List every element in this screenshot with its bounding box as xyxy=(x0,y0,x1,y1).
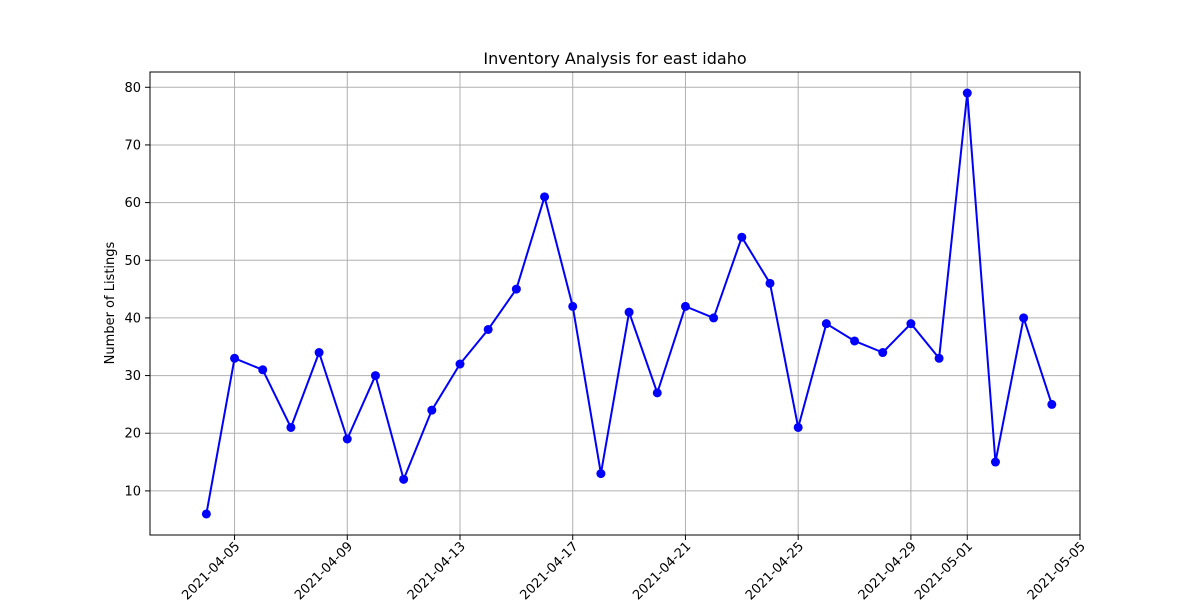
x-tick-label: 2021-04-13 xyxy=(405,539,469,600)
data-point xyxy=(258,365,268,375)
series-line xyxy=(205,92,1053,515)
data-point xyxy=(906,319,916,329)
data-series xyxy=(201,88,1057,519)
y-tick-label: 30 xyxy=(124,369,141,384)
x-tick-label: 2021-04-17 xyxy=(518,539,582,600)
data-point xyxy=(314,348,324,358)
x-tick-label: 2021-05-05 xyxy=(1025,539,1089,600)
data-point xyxy=(793,422,803,432)
data-point xyxy=(399,474,409,484)
y-tick-label: 70 xyxy=(124,138,141,153)
data-point xyxy=(483,324,493,334)
data-point xyxy=(511,284,521,294)
data-point xyxy=(540,192,550,202)
x-tick-label: 2021-05-01 xyxy=(912,539,976,600)
data-point xyxy=(934,353,944,363)
x-tick-label: 2021-04-25 xyxy=(743,539,807,600)
y-axis-title: Number of Listings xyxy=(103,241,118,364)
y-tick-label: 10 xyxy=(124,484,141,499)
data-point xyxy=(878,348,888,358)
data-point xyxy=(850,336,860,346)
x-tick-label: 2021-04-29 xyxy=(856,539,920,600)
data-point xyxy=(201,509,211,519)
data-point xyxy=(821,319,831,329)
y-tick-label: 20 xyxy=(124,427,141,442)
data-point xyxy=(680,301,690,311)
data-point xyxy=(342,434,352,444)
x-tick-label: 2021-04-05 xyxy=(179,539,243,600)
plot-frame xyxy=(149,71,1081,536)
data-point xyxy=(1019,313,1029,323)
x-tick-label: 2021-04-21 xyxy=(630,539,694,600)
data-point xyxy=(230,353,240,363)
data-point xyxy=(568,301,578,311)
data-point xyxy=(709,313,719,323)
y-tick-label: 80 xyxy=(124,81,141,96)
data-point xyxy=(962,88,972,98)
data-point xyxy=(737,232,747,242)
data-point xyxy=(990,457,1000,467)
grid-lines xyxy=(150,72,1081,535)
data-point xyxy=(1047,399,1057,409)
data-point xyxy=(652,388,662,398)
x-tick-label: 2021-04-09 xyxy=(292,539,356,600)
y-tick-label: 60 xyxy=(124,196,141,211)
data-point xyxy=(286,422,296,432)
data-point xyxy=(765,278,775,288)
data-point xyxy=(455,359,465,369)
data-point xyxy=(624,307,634,317)
data-point xyxy=(596,469,606,479)
data-point xyxy=(427,405,437,415)
data-point xyxy=(370,371,380,381)
y-tick-label: 50 xyxy=(124,254,141,269)
y-tick-label: 40 xyxy=(124,311,141,326)
axes: 10 20 30 40 50 60 70 80 2021-04-05 2021-04-09 2021… xyxy=(124,71,1089,603)
chart-title: Inventory Analysis for east idaho xyxy=(483,49,746,68)
